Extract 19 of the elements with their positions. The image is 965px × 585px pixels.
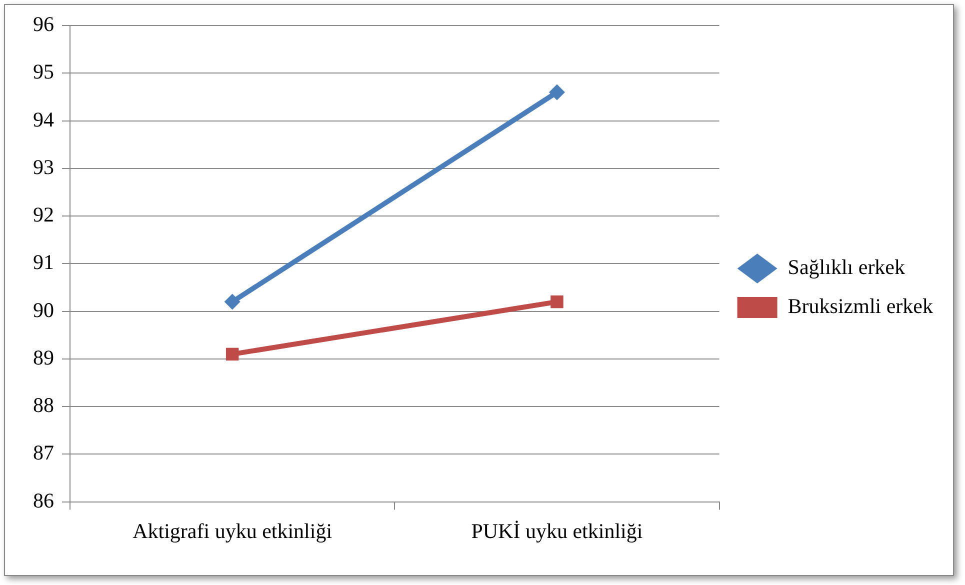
legend-label: Bruksizmli erkek: [788, 294, 934, 318]
y-tick-label: 92: [33, 202, 54, 227]
y-tick-label: 90: [33, 298, 54, 322]
point: [224, 294, 240, 310]
y-tick-label: 94: [33, 107, 54, 132]
y-tick-label: 96: [33, 12, 54, 36]
point: [226, 348, 239, 361]
y-tick-label: 89: [33, 345, 54, 370]
y-tick-label: 93: [33, 154, 54, 179]
y-tick-label: 87: [33, 440, 54, 465]
y-tick-label: 95: [33, 60, 54, 84]
legend-label: Sağlıklı erkek: [788, 255, 906, 280]
y-tick-label: 86: [33, 488, 54, 512]
point: [548, 84, 565, 100]
point: [550, 295, 564, 308]
y-tick-label: 91: [33, 250, 54, 274]
x-tick-label: Aktigrafi uyku etkinliği: [132, 518, 332, 543]
x-tick-label: PUKİ uyku etkinliği: [471, 518, 643, 543]
y-tick-label: 88: [33, 393, 54, 418]
